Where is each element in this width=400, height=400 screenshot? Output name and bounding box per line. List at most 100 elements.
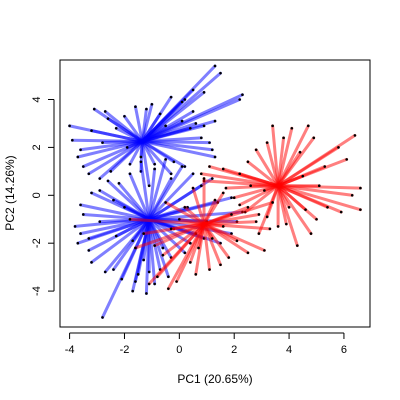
data-point (197, 246, 200, 250)
data-point (147, 282, 151, 286)
data-point (117, 182, 121, 185)
data-point (238, 98, 241, 101)
star-ray (140, 112, 162, 143)
data-point (103, 110, 107, 113)
star-ray (140, 100, 184, 143)
star-ray (101, 217, 151, 319)
data-point (202, 177, 206, 180)
data-point (238, 203, 241, 207)
star-ray (246, 160, 280, 188)
data-point (147, 184, 151, 188)
data-point (309, 232, 313, 235)
data-point (359, 208, 362, 211)
data-point (128, 162, 132, 166)
data-point (153, 282, 156, 286)
data-point (180, 165, 184, 168)
data-point (106, 179, 110, 183)
data-point (191, 172, 195, 176)
data-point (350, 193, 354, 197)
star-ray (147, 205, 190, 221)
series-1 (68, 64, 244, 319)
data-point (238, 172, 241, 176)
data-point (175, 280, 178, 283)
star-ray (106, 179, 151, 221)
star-ray (202, 212, 261, 226)
data-point (167, 275, 170, 279)
star-ray (90, 217, 151, 264)
data-point (71, 138, 74, 142)
star-ray (147, 177, 173, 221)
data-point (87, 237, 91, 240)
star-ray (262, 184, 280, 193)
data-point (169, 172, 173, 176)
data-point (90, 261, 93, 264)
data-point (134, 246, 137, 250)
star-ray (140, 124, 206, 143)
data-point (169, 95, 173, 99)
series-layer (68, 64, 362, 319)
star-ray (140, 139, 217, 159)
star-ray (122, 205, 151, 221)
data-point (169, 177, 173, 180)
data-point (98, 220, 102, 223)
data-point (296, 244, 299, 247)
data-point (304, 208, 307, 211)
star-ray (122, 114, 144, 143)
data-point (82, 165, 85, 168)
star-ray (101, 139, 144, 145)
data-point (109, 170, 113, 173)
star-ray (114, 126, 144, 143)
data-point (276, 225, 280, 228)
star-ray (276, 184, 354, 197)
data-point (208, 141, 211, 144)
data-point (156, 275, 159, 279)
data-point (271, 124, 274, 128)
star-ray (271, 124, 280, 188)
star-ray (147, 222, 206, 286)
x-axis-title: PC1 (20.65%) (177, 372, 252, 386)
star-ray (140, 139, 176, 164)
data-point (227, 256, 231, 259)
data-point (79, 232, 82, 235)
data-point (114, 234, 118, 238)
star-ray (133, 105, 144, 143)
cluster-star (199, 124, 362, 248)
y-tick-label: 0 (31, 192, 43, 198)
star-ray (142, 217, 151, 262)
star-ray (128, 172, 151, 221)
x-tick-label: 0 (176, 344, 182, 356)
series-2 (128, 124, 362, 291)
data-point (224, 186, 228, 190)
data-point (134, 280, 137, 283)
data-point (172, 160, 176, 164)
cluster-star (128, 177, 275, 291)
y-axis: -4 -2 0 2 4 (31, 96, 55, 296)
star-ray (139, 160, 151, 221)
data-point (191, 88, 195, 92)
data-point (263, 249, 266, 252)
y-axis-title: PC2 (14.26%) (3, 155, 17, 230)
data-point (131, 289, 134, 293)
data-point (301, 174, 305, 178)
data-point (90, 129, 93, 132)
data-point (235, 239, 239, 243)
star-ray (197, 222, 206, 250)
data-point (92, 107, 96, 111)
x-tick-label: 2 (231, 344, 237, 356)
data-point (263, 189, 266, 192)
data-point (199, 172, 203, 176)
data-point (232, 196, 236, 199)
data-point (315, 217, 318, 221)
star-ray (164, 200, 206, 226)
data-point (150, 103, 154, 106)
data-point (147, 270, 151, 274)
x-tick-label: 6 (341, 344, 347, 356)
data-point (128, 217, 132, 221)
data-point (73, 225, 77, 228)
data-point (306, 124, 310, 128)
data-point (161, 253, 165, 257)
data-point (339, 210, 343, 214)
data-point (353, 134, 357, 137)
star-ray (90, 129, 144, 143)
